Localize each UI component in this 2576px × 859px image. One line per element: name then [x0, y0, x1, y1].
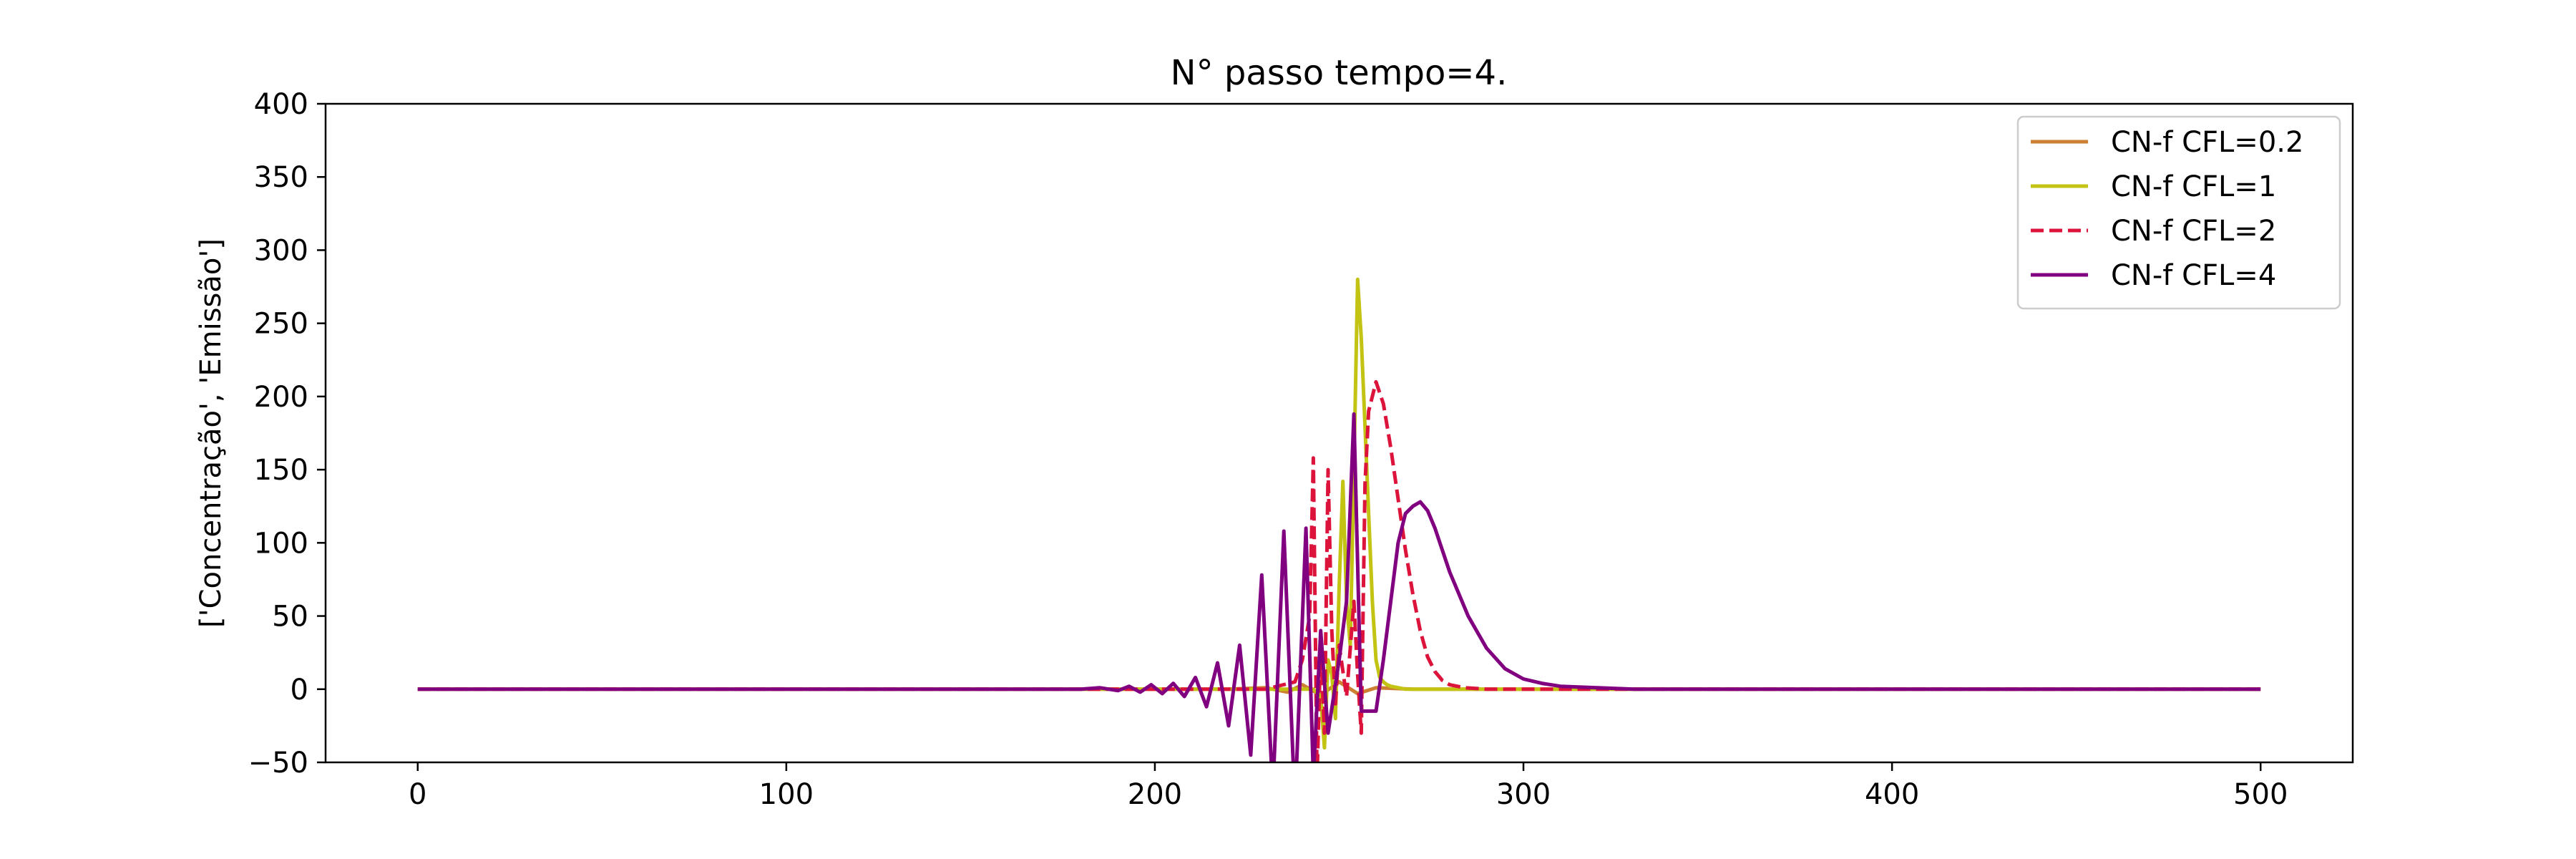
- legend-label-1: CN-f CFL=0.2: [2111, 126, 2303, 159]
- legend: CN-f CFL=0.2 CN-f CFL=1 CN-f CFL=2 CN-f CFL…: [2016, 115, 2341, 310]
- chart-title: N° passo tempo=4.: [1171, 53, 1508, 93]
- x-ticks: 0 100 200 300 400 500: [409, 762, 2288, 811]
- series-line-2: [417, 277, 2261, 750]
- x-tick-label: 100: [759, 778, 814, 811]
- legend-box: [2016, 115, 2341, 310]
- y-tick-label: 300: [254, 234, 308, 267]
- legend-label-4: CN-f CFL=4: [2111, 259, 2276, 292]
- series-line-4: [417, 412, 2261, 762]
- y-tick-label: 50: [272, 601, 308, 634]
- series-layer: [417, 277, 2261, 762]
- y-tick-label: 350: [254, 161, 308, 194]
- y-tick-label: 250: [254, 308, 308, 341]
- y-axis-label: ['Concentração', 'Emissão']: [195, 238, 228, 628]
- y-tick-label: 400: [254, 88, 308, 121]
- legend-label-2: CN-f CFL=1: [2111, 170, 2276, 203]
- y-tick-label: 100: [254, 527, 308, 560]
- plot-frame: [324, 102, 2354, 764]
- y-ticks: −50 0 50 100 150 200 250 300 350 400: [248, 88, 326, 780]
- x-tick-label: 500: [2233, 778, 2288, 811]
- y-tick-label: −50: [248, 747, 308, 780]
- y-tick-label: 150: [254, 454, 308, 487]
- x-tick-label: 400: [1865, 778, 1919, 811]
- x-tick-label: 0: [409, 778, 426, 811]
- y-tick-label: 200: [254, 381, 308, 414]
- y-axis-label-group: ['Concentração', 'Emissão']: [195, 238, 228, 628]
- x-tick-label: 200: [1128, 778, 1182, 811]
- y-tick-label: 0: [291, 674, 308, 707]
- x-tick-label: 300: [1496, 778, 1551, 811]
- legend-label-3: CN-f CFL=2: [2111, 215, 2276, 248]
- series-line-3: [417, 379, 2261, 762]
